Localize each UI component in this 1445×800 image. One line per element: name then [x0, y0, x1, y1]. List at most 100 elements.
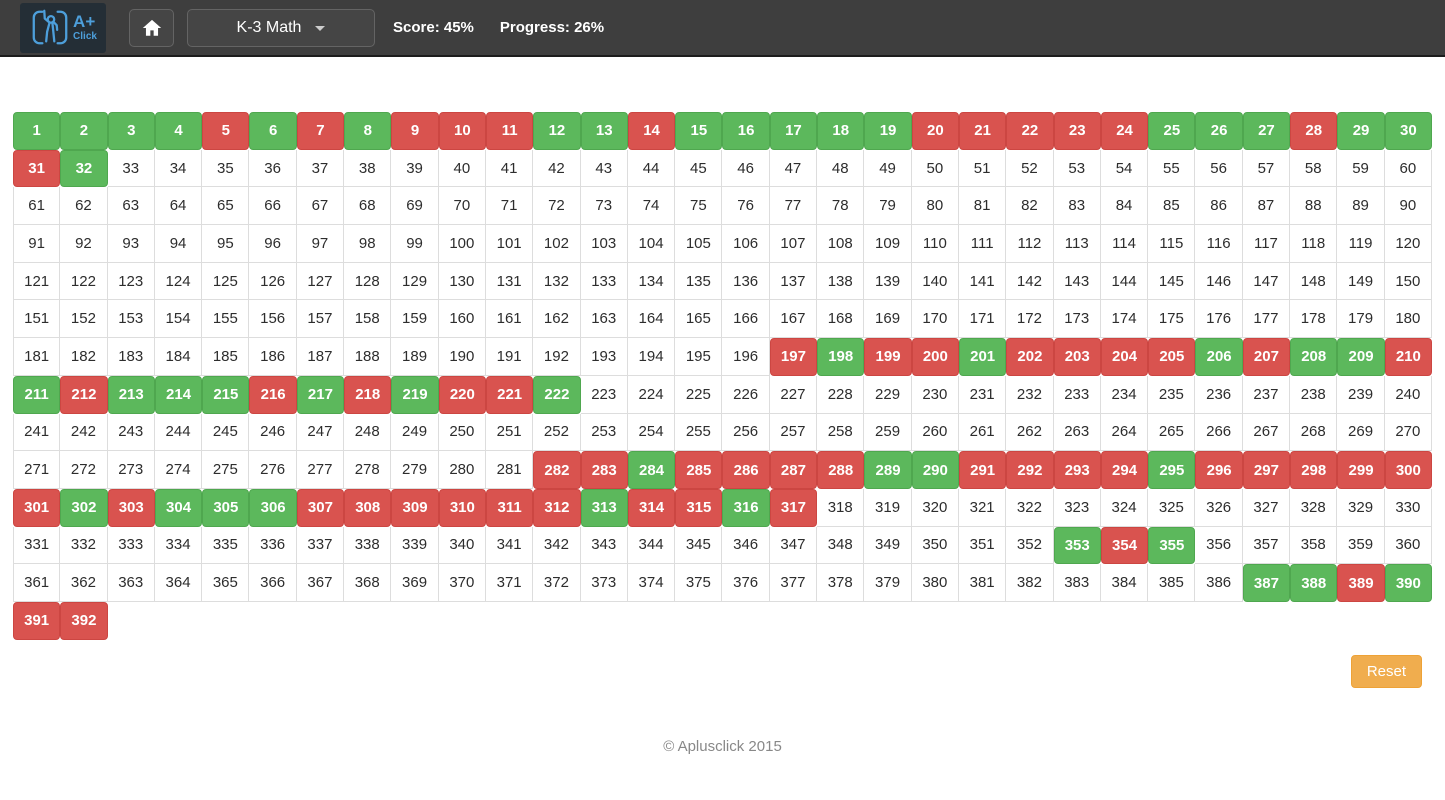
reset-button[interactable]: Reset	[1350, 654, 1422, 688]
grid-cell-239[interactable]: 239	[1337, 375, 1385, 414]
grid-cell-176[interactable]: 176	[1195, 300, 1243, 339]
grid-cell-198[interactable]: 198	[817, 338, 865, 376]
grid-cell-114[interactable]: 114	[1100, 225, 1149, 263]
grid-cell-48[interactable]: 48	[817, 149, 865, 188]
grid-cell-388[interactable]: 388	[1290, 564, 1338, 602]
grid-cell-66[interactable]: 66	[249, 187, 297, 226]
grid-cell-136[interactable]: 136	[722, 262, 770, 301]
grid-cell-314[interactable]: 314	[627, 488, 676, 527]
grid-cell-299[interactable]: 299	[1337, 451, 1385, 489]
grid-cell-117[interactable]: 117	[1242, 225, 1291, 263]
grid-cell-23[interactable]: 23	[1053, 112, 1101, 150]
grid-cell-364[interactable]: 364	[154, 564, 203, 602]
grid-cell-111[interactable]: 111	[958, 225, 1007, 263]
grid-cell-228[interactable]: 228	[817, 375, 865, 414]
grid-cell-169[interactable]: 169	[864, 300, 912, 339]
grid-cell-75[interactable]: 75	[675, 187, 723, 226]
grid-cell-194[interactable]: 194	[627, 338, 676, 376]
grid-cell-181[interactable]: 181	[13, 338, 61, 376]
grid-cell-87[interactable]: 87	[1242, 187, 1291, 226]
grid-cell-157[interactable]: 157	[296, 300, 345, 339]
grid-cell-277[interactable]: 277	[296, 451, 345, 489]
grid-cell-350[interactable]: 350	[911, 526, 959, 565]
grid-cell-99[interactable]: 99	[391, 225, 439, 263]
grid-cell-148[interactable]: 148	[1290, 262, 1338, 301]
grid-cell-47[interactable]: 47	[769, 149, 818, 188]
grid-cell-101[interactable]: 101	[485, 225, 534, 263]
grid-cell-295[interactable]: 295	[1148, 451, 1196, 489]
grid-cell-17[interactable]: 17	[769, 112, 818, 150]
grid-cell-42[interactable]: 42	[533, 149, 581, 188]
home-button[interactable]	[129, 8, 174, 47]
grid-cell-341[interactable]: 341	[485, 526, 534, 565]
grid-cell-39[interactable]: 39	[391, 149, 439, 188]
grid-cell-89[interactable]: 89	[1337, 187, 1385, 226]
grid-cell-156[interactable]: 156	[249, 300, 297, 339]
grid-cell-34[interactable]: 34	[154, 149, 203, 188]
grid-cell-130[interactable]: 130	[438, 262, 486, 301]
grid-cell-104[interactable]: 104	[627, 225, 676, 263]
grid-cell-244[interactable]: 244	[154, 413, 203, 452]
grid-cell-302[interactable]: 302	[60, 488, 108, 527]
grid-cell-60[interactable]: 60	[1384, 149, 1432, 188]
grid-cell-103[interactable]: 103	[580, 225, 628, 263]
grid-cell-339[interactable]: 339	[391, 526, 439, 565]
grid-cell-6[interactable]: 6	[249, 112, 297, 150]
grid-cell-220[interactable]: 220	[438, 375, 486, 414]
grid-cell-147[interactable]: 147	[1242, 262, 1291, 301]
grid-cell-332[interactable]: 332	[60, 526, 108, 565]
grid-cell-27[interactable]: 27	[1242, 112, 1291, 150]
grid-cell-163[interactable]: 163	[580, 300, 628, 339]
grid-cell-354[interactable]: 354	[1100, 526, 1149, 565]
grid-cell-1[interactable]: 1	[13, 112, 61, 150]
grid-cell-2[interactable]: 2	[60, 112, 108, 150]
grid-cell-134[interactable]: 134	[627, 262, 676, 301]
grid-cell-246[interactable]: 246	[249, 413, 297, 452]
grid-cell-289[interactable]: 289	[864, 451, 912, 489]
grid-cell-381[interactable]: 381	[958, 564, 1007, 602]
grid-cell-281[interactable]: 281	[485, 451, 534, 489]
grid-cell-305[interactable]: 305	[202, 488, 250, 527]
grid-cell-159[interactable]: 159	[391, 300, 439, 339]
grid-cell-144[interactable]: 144	[1100, 262, 1149, 301]
grid-cell-251[interactable]: 251	[485, 413, 534, 452]
grid-cell-191[interactable]: 191	[485, 338, 534, 376]
grid-cell-43[interactable]: 43	[580, 149, 628, 188]
grid-cell-272[interactable]: 272	[60, 451, 108, 489]
grid-cell-174[interactable]: 174	[1100, 300, 1149, 339]
grid-cell-304[interactable]: 304	[154, 488, 203, 527]
grid-cell-390[interactable]: 390	[1384, 564, 1432, 602]
grid-cell-80[interactable]: 80	[911, 187, 959, 226]
grid-cell-26[interactable]: 26	[1195, 112, 1243, 150]
grid-cell-51[interactable]: 51	[958, 149, 1007, 188]
grid-cell-325[interactable]: 325	[1148, 488, 1196, 527]
grid-cell-53[interactable]: 53	[1053, 149, 1101, 188]
grid-cell-254[interactable]: 254	[627, 413, 676, 452]
grid-cell-162[interactable]: 162	[533, 300, 581, 339]
grid-cell-368[interactable]: 368	[344, 564, 392, 602]
grid-cell-50[interactable]: 50	[911, 149, 959, 188]
grid-cell-119[interactable]: 119	[1337, 225, 1385, 263]
grid-cell-105[interactable]: 105	[675, 225, 723, 263]
grid-cell-186[interactable]: 186	[249, 338, 297, 376]
grid-cell-30[interactable]: 30	[1384, 112, 1432, 150]
grid-cell-55[interactable]: 55	[1148, 149, 1196, 188]
grid-cell-380[interactable]: 380	[911, 564, 959, 602]
grid-cell-193[interactable]: 193	[580, 338, 628, 376]
grid-cell-362[interactable]: 362	[60, 564, 108, 602]
grid-cell-142[interactable]: 142	[1006, 262, 1054, 301]
grid-cell-54[interactable]: 54	[1100, 149, 1149, 188]
grid-cell-141[interactable]: 141	[958, 262, 1007, 301]
grid-cell-59[interactable]: 59	[1337, 149, 1385, 188]
grid-cell-227[interactable]: 227	[769, 375, 818, 414]
grid-cell-112[interactable]: 112	[1006, 225, 1054, 263]
grid-cell-336[interactable]: 336	[249, 526, 297, 565]
grid-cell-189[interactable]: 189	[391, 338, 439, 376]
grid-cell-38[interactable]: 38	[344, 149, 392, 188]
grid-cell-219[interactable]: 219	[391, 375, 439, 414]
grid-cell-72[interactable]: 72	[533, 187, 581, 226]
grid-cell-178[interactable]: 178	[1290, 300, 1338, 339]
grid-cell-212[interactable]: 212	[60, 375, 108, 414]
grid-cell-373[interactable]: 373	[580, 564, 628, 602]
grid-cell-231[interactable]: 231	[958, 375, 1007, 414]
